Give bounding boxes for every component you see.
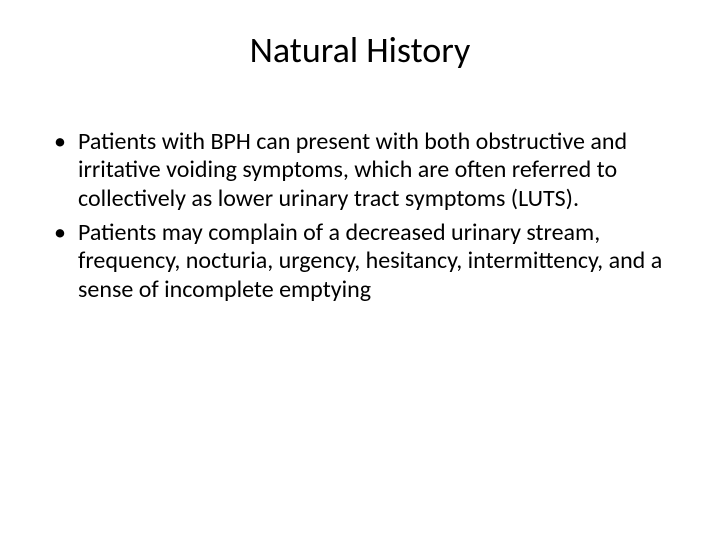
slide-title: Natural History bbox=[48, 28, 672, 72]
list-item: Patients may complain of a decreased uri… bbox=[48, 219, 672, 304]
bullet-list: Patients with BPH can present with both … bbox=[48, 128, 672, 304]
slide: Natural History Patients with BPH can pr… bbox=[0, 0, 720, 540]
list-item: Patients with BPH can present with both … bbox=[48, 128, 672, 213]
slide-body: Patients with BPH can present with both … bbox=[48, 128, 672, 304]
